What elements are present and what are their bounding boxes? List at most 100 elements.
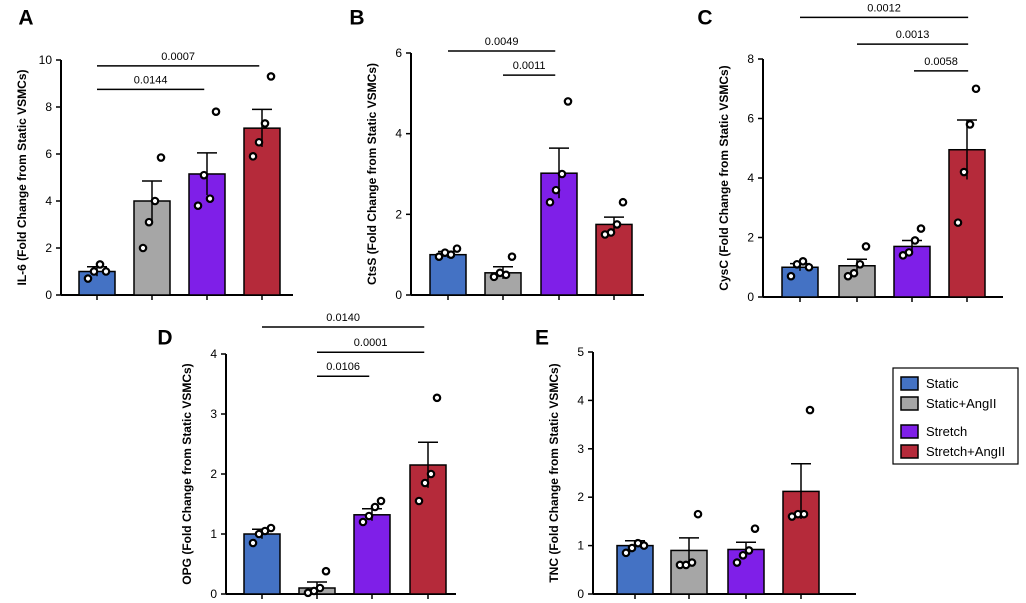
data-point-d-stretch xyxy=(364,511,374,521)
legend-item-static-angii: Static+AngII xyxy=(900,396,996,411)
legend-label-stretch-angii: Stretch+AngII xyxy=(926,444,1005,459)
data-point-d-stretch xyxy=(370,502,380,512)
y-tick-label-e: 4 xyxy=(577,393,584,407)
data-point-d-stretch-angii xyxy=(432,393,442,403)
panel-a: A 0 2 4 6 8 10 IL-6 (Fold Change from Static VS… xyxy=(15,7,293,302)
panel-d: D 0 1 2 3 4 OPG (Fold Change from Static VSMCs… xyxy=(157,312,456,601)
data-point-b-static xyxy=(452,244,462,253)
data-point-a-static xyxy=(101,267,111,276)
y-tick-label-a: 0 xyxy=(45,288,52,302)
data-point-c-static-angii xyxy=(849,268,859,278)
p-value-d: 0.0140 xyxy=(326,312,360,324)
data-point-c-stretch xyxy=(904,248,914,257)
y-tick-label-e: 5 xyxy=(577,345,584,359)
data-point-e-static-angii xyxy=(687,558,697,567)
y-axis-label-d: OPG (Fold Change from Static VSMCs) xyxy=(180,363,194,584)
y-tick-label-a: 4 xyxy=(45,194,52,208)
legend-label-static-angii: Static+AngII xyxy=(926,396,996,411)
legend-swatch-stretch xyxy=(900,424,919,439)
p-value-c: 0.0013 xyxy=(896,29,930,41)
data-point-a-static-angii xyxy=(156,153,166,162)
data-point-b-static xyxy=(434,252,444,261)
p-value-a: 0.0007 xyxy=(161,51,195,63)
data-point-e-static xyxy=(639,541,649,550)
data-point-d-static xyxy=(248,538,258,548)
data-point-a-stretch-angii xyxy=(266,72,276,81)
y-tick-label-b: 2 xyxy=(395,207,402,221)
data-point-c-stretch-angii xyxy=(953,218,963,227)
data-point-a-stretch xyxy=(205,194,215,203)
data-point-e-stretch xyxy=(732,558,742,567)
bar-c-static xyxy=(781,266,819,298)
data-point-b-stretch-angii xyxy=(612,220,622,229)
y-tick-label-c: 4 xyxy=(747,171,754,185)
data-point-e-stretch-angii xyxy=(799,509,809,519)
legend-label-static: Static xyxy=(926,376,959,391)
y-axis-label-a: IL-6 (Fold Change from Static VSMCs) xyxy=(15,69,29,285)
y-tick-label-a: 6 xyxy=(45,147,52,161)
data-point-b-stretch xyxy=(551,185,561,195)
data-point-e-stretch xyxy=(750,524,760,533)
p-value-b: 0.0049 xyxy=(485,36,519,48)
y-axis-label-b: CtsS (Fold Change from Static VSMCs) xyxy=(365,63,379,285)
y-tick-label-d: 3 xyxy=(210,407,217,421)
panel-letter-c: C xyxy=(697,7,712,30)
y-tick-label-d: 0 xyxy=(210,587,217,601)
data-point-b-stretch xyxy=(557,169,567,179)
data-point-a-stretch-angii xyxy=(254,137,264,147)
data-point-d-static xyxy=(266,523,276,533)
panel-c: C 0 2 4 6 8 CysC (Fold Change from Static VSMC… xyxy=(697,2,1003,304)
y-tick-label-a: 10 xyxy=(39,53,53,67)
data-point-b-stretch xyxy=(563,97,573,106)
data-point-d-stretch xyxy=(358,517,368,527)
data-point-a-static-angii xyxy=(150,196,160,206)
data-point-c-static xyxy=(804,262,814,272)
data-point-c-static xyxy=(786,271,796,281)
panel-letter-e: E xyxy=(535,327,549,350)
data-point-c-static xyxy=(798,256,808,266)
y-tick-label-d: 4 xyxy=(210,347,217,361)
data-point-c-stretch xyxy=(910,236,920,245)
data-point-c-stretch-angii xyxy=(971,84,981,94)
data-point-b-static-angii xyxy=(489,272,499,282)
data-point-b-stretch-angii xyxy=(618,197,628,207)
panel-letter-d: D xyxy=(157,327,172,350)
data-point-a-static xyxy=(95,260,105,269)
p-value-a: 0.0144 xyxy=(134,74,168,86)
y-tick-label-a: 8 xyxy=(45,100,52,114)
data-point-e-stretch xyxy=(744,546,754,555)
data-point-c-static-angii xyxy=(855,259,865,269)
panel-letter-a: A xyxy=(18,7,33,30)
y-tick-label-b: 6 xyxy=(395,46,402,60)
y-tick-label-c: 8 xyxy=(747,52,754,66)
y-tick-label-a: 2 xyxy=(45,241,52,255)
data-point-c-static-angii xyxy=(861,242,871,251)
data-point-e-static xyxy=(627,543,637,553)
data-point-e-static-angii xyxy=(693,509,703,519)
legend-swatch-static xyxy=(900,376,919,391)
y-tick-label-c: 2 xyxy=(747,231,754,245)
panel-b: B 0 2 4 6 CtsS (Fold Change from Static VSMCs… xyxy=(349,7,644,302)
data-point-b-static-angii xyxy=(507,252,517,261)
data-point-d-stretch-angii xyxy=(414,496,424,506)
data-point-e-static xyxy=(621,548,631,558)
legend-item-stretch: Stretch xyxy=(900,424,967,439)
y-axis-label-c: CysC (Fold Change from Static VSMCs) xyxy=(717,65,731,290)
y-tick-label-b: 0 xyxy=(395,288,402,302)
legend-item-static: Static xyxy=(900,376,959,391)
data-point-c-stretch-angii xyxy=(965,120,975,129)
data-point-d-static-angii xyxy=(315,583,325,593)
legend-item-stretch-angii: Stretch+AngII xyxy=(900,444,1005,459)
data-point-a-stretch xyxy=(199,170,209,180)
p-value-c: 0.0058 xyxy=(924,56,958,68)
data-point-a-stretch-angii xyxy=(248,152,258,161)
data-point-d-stretch xyxy=(376,496,386,506)
y-tick-label-e: 1 xyxy=(577,539,584,553)
y-tick-label-d: 2 xyxy=(210,467,217,481)
data-point-a-static-angii xyxy=(138,243,148,253)
data-point-d-stretch-angii xyxy=(420,478,430,488)
bar-d-stretch xyxy=(353,514,391,595)
data-point-a-static xyxy=(83,274,93,283)
data-point-d-static-angii xyxy=(321,566,331,576)
y-tick-label-e: 3 xyxy=(577,442,584,456)
